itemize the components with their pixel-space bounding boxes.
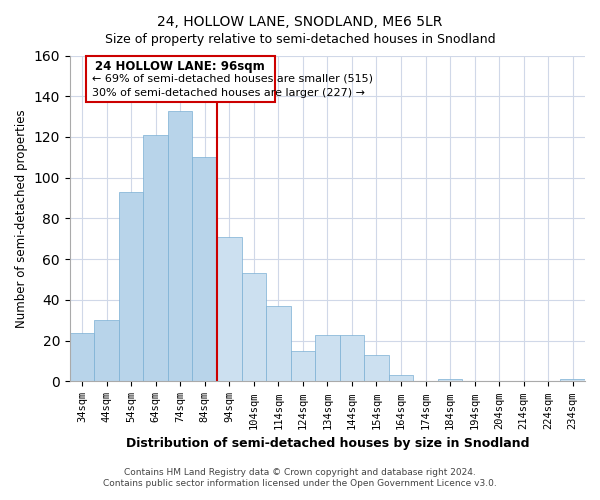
Text: 24, HOLLOW LANE, SNODLAND, ME6 5LR: 24, HOLLOW LANE, SNODLAND, ME6 5LR xyxy=(157,15,443,29)
Bar xyxy=(315,334,340,382)
X-axis label: Distribution of semi-detached houses by size in Snodland: Distribution of semi-detached houses by … xyxy=(125,437,529,450)
Bar xyxy=(168,110,193,382)
Bar xyxy=(340,334,364,382)
Text: Contains HM Land Registry data © Crown copyright and database right 2024.
Contai: Contains HM Land Registry data © Crown c… xyxy=(103,468,497,487)
Bar xyxy=(217,237,242,382)
Text: 30% of semi-detached houses are larger (227) →: 30% of semi-detached houses are larger (… xyxy=(92,88,365,98)
Text: ← 69% of semi-detached houses are smaller (515): ← 69% of semi-detached houses are smalle… xyxy=(92,74,373,84)
Bar xyxy=(94,320,119,382)
Bar xyxy=(119,192,143,382)
Bar xyxy=(389,376,413,382)
Bar xyxy=(560,380,585,382)
Bar xyxy=(143,135,168,382)
Bar xyxy=(193,158,217,382)
Y-axis label: Number of semi-detached properties: Number of semi-detached properties xyxy=(15,109,28,328)
Text: Size of property relative to semi-detached houses in Snodland: Size of property relative to semi-detach… xyxy=(104,32,496,46)
Bar xyxy=(364,355,389,382)
FancyBboxPatch shape xyxy=(86,56,275,102)
Bar xyxy=(70,332,94,382)
Bar xyxy=(242,274,266,382)
Bar xyxy=(438,380,463,382)
Text: 24 HOLLOW LANE: 96sqm: 24 HOLLOW LANE: 96sqm xyxy=(95,60,265,72)
Bar xyxy=(290,351,315,382)
Bar xyxy=(266,306,290,382)
